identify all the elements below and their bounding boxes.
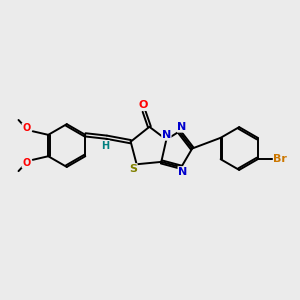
- Text: N: N: [178, 167, 187, 177]
- Text: S: S: [129, 164, 137, 174]
- Text: N: N: [178, 122, 187, 132]
- Text: N: N: [162, 130, 171, 140]
- Text: O: O: [22, 158, 30, 168]
- Text: Br: Br: [273, 154, 287, 164]
- Text: O: O: [139, 100, 148, 110]
- Text: H: H: [101, 140, 109, 151]
- Text: O: O: [22, 123, 30, 133]
